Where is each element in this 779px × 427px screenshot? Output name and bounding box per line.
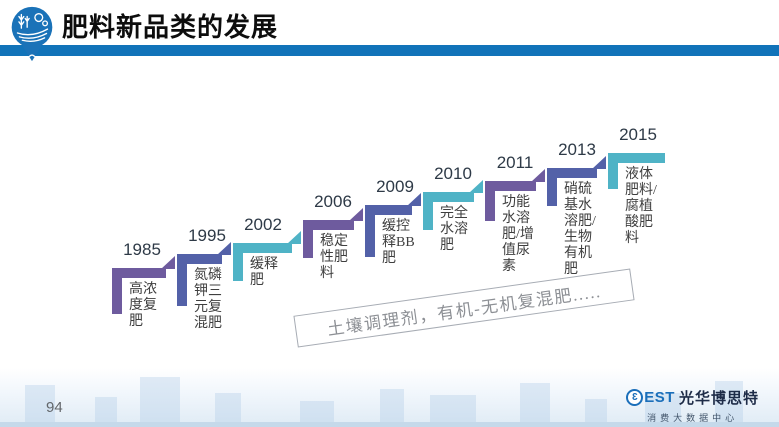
step-arrow-icon-2002	[287, 231, 301, 244]
page-number: 94	[46, 399, 63, 416]
step-bar-vertical-1985	[112, 268, 122, 314]
step-year-2015: 2015	[619, 125, 657, 144]
step-label-2013: 硝硫基水溶肥/生物有机肥	[564, 182, 596, 277]
building-silhouette	[25, 385, 55, 423]
step-arrow-icon-2013	[592, 156, 606, 169]
brand-name: 光华博思特	[678, 390, 759, 407]
step-label-2002: 缓释肥	[250, 257, 278, 288]
brand-est-text: EST	[644, 389, 675, 406]
step-year-2006: 2006	[314, 192, 352, 211]
building-silhouette	[380, 389, 404, 423]
step-arrow-icon-2009	[407, 193, 421, 206]
step-year-2002: 2002	[244, 215, 282, 234]
step-bar-horizontal-2011	[485, 181, 536, 191]
step-bar-horizontal-2002	[233, 243, 292, 253]
step-bar-horizontal-2006	[303, 220, 354, 230]
brand-pin-icon	[11, 6, 53, 62]
step-year-2010: 2010	[434, 164, 472, 183]
step-bar-horizontal-2013	[547, 168, 597, 178]
step-bar-vertical-2002	[233, 243, 243, 281]
step-bar-horizontal-2009	[365, 205, 412, 215]
building-silhouette	[300, 401, 334, 423]
step-arrow-icon-2010	[469, 180, 483, 193]
step-label-2006: 稳定性肥料	[320, 234, 348, 281]
building-silhouette	[520, 383, 550, 423]
step-bar-horizontal-1985	[112, 268, 166, 278]
brand-logo-row: 3 EST 光华博思特	[626, 387, 759, 408]
building-silhouette	[95, 397, 117, 423]
step-arrow-icon-2006	[349, 208, 363, 221]
step-label-1995: 氮磷钾三元复混肥	[194, 268, 222, 331]
building-silhouette	[430, 395, 476, 423]
step-bar-horizontal-1995	[177, 254, 222, 264]
step-arrow-icon-2011	[531, 169, 545, 182]
building-silhouette	[140, 377, 180, 423]
step-bar-vertical-1995	[177, 254, 187, 306]
footer-cityscape	[0, 368, 779, 427]
step-bar-vertical-2013	[547, 168, 557, 206]
step-bar-vertical-2011	[485, 181, 495, 221]
header-accent-bar	[0, 45, 779, 56]
building-silhouette	[215, 393, 241, 423]
building-silhouette	[585, 399, 607, 423]
step-label-2011: 功能水溶肥/增值尿素	[502, 195, 534, 274]
step-year-1985: 1985	[123, 240, 161, 259]
step-label-2009: 缓控释BB肥	[382, 219, 415, 266]
building-silhouette	[645, 393, 681, 423]
step-year-2011: 2011	[496, 153, 534, 172]
step-arrow-icon-1985	[161, 256, 175, 269]
step-bar-vertical-2009	[365, 205, 375, 257]
step-arrow-icon-1995	[217, 242, 231, 255]
step-bar-vertical-2006	[303, 220, 313, 258]
step-bar-horizontal-2015	[608, 153, 665, 163]
brand-subtitle: 消费大数据中心	[647, 413, 739, 423]
step-bar-horizontal-2010	[423, 192, 474, 202]
step-label-1985: 高浓度复肥	[129, 282, 157, 329]
step-year-2013: 2013	[558, 140, 596, 159]
step-year-2009: 2009	[376, 177, 414, 196]
building-silhouette	[715, 381, 743, 423]
brand-logo: 3 EST 光华博思特 消费大数据中心	[626, 387, 759, 424]
step-bar-vertical-2015	[608, 153, 618, 189]
step-label-2015: 液体肥料/腐植酸肥料	[625, 167, 657, 246]
step-year-1995: 1995	[188, 226, 226, 245]
step-label-2010: 完全水溶肥	[440, 206, 468, 253]
best-logo-icon: 3	[626, 389, 644, 406]
page-title: 肥料新品类的发展	[62, 12, 279, 42]
footer-bottom-strip	[0, 422, 779, 427]
step-bar-vertical-2010	[423, 192, 433, 230]
best-logo-b: 3	[632, 391, 638, 403]
